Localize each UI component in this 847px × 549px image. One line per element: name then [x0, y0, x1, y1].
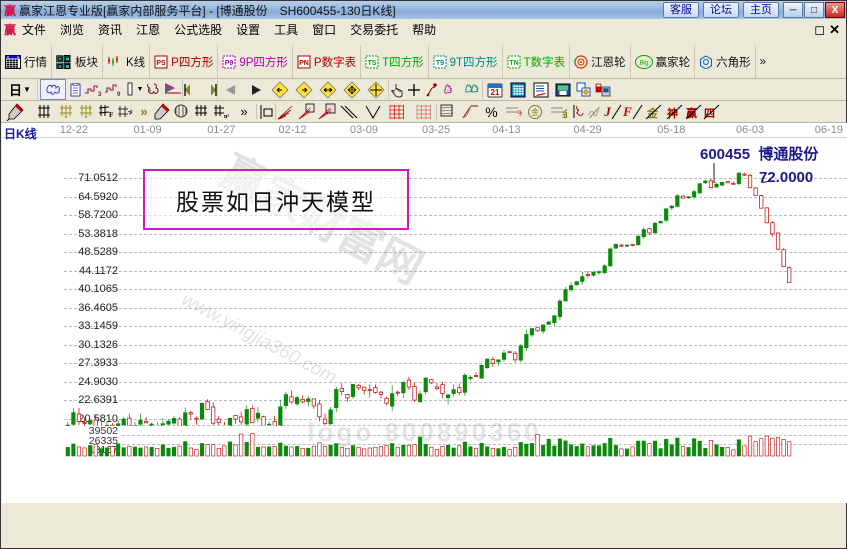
svg-text:n²: n² — [224, 114, 229, 119]
svg-text:%: % — [518, 109, 522, 118]
svg-text:F: F — [109, 111, 113, 119]
svg-text:21: 21 — [490, 88, 499, 97]
svg-text:P9: P9 — [225, 60, 234, 67]
svg-text:TS: TS — [368, 60, 377, 67]
svg-text:3: 3 — [98, 92, 102, 97]
svg-text:9: 9 — [117, 92, 121, 97]
svg-text:PS: PS — [157, 60, 167, 67]
svg-text:TN: TN — [509, 60, 518, 67]
svg-text:PN: PN — [299, 60, 309, 67]
svg-text:金: 金 — [531, 107, 539, 117]
svg-text:T9: T9 — [436, 60, 444, 67]
svg-text:Big: Big — [639, 60, 648, 66]
svg-text:金: 金 — [561, 108, 567, 119]
